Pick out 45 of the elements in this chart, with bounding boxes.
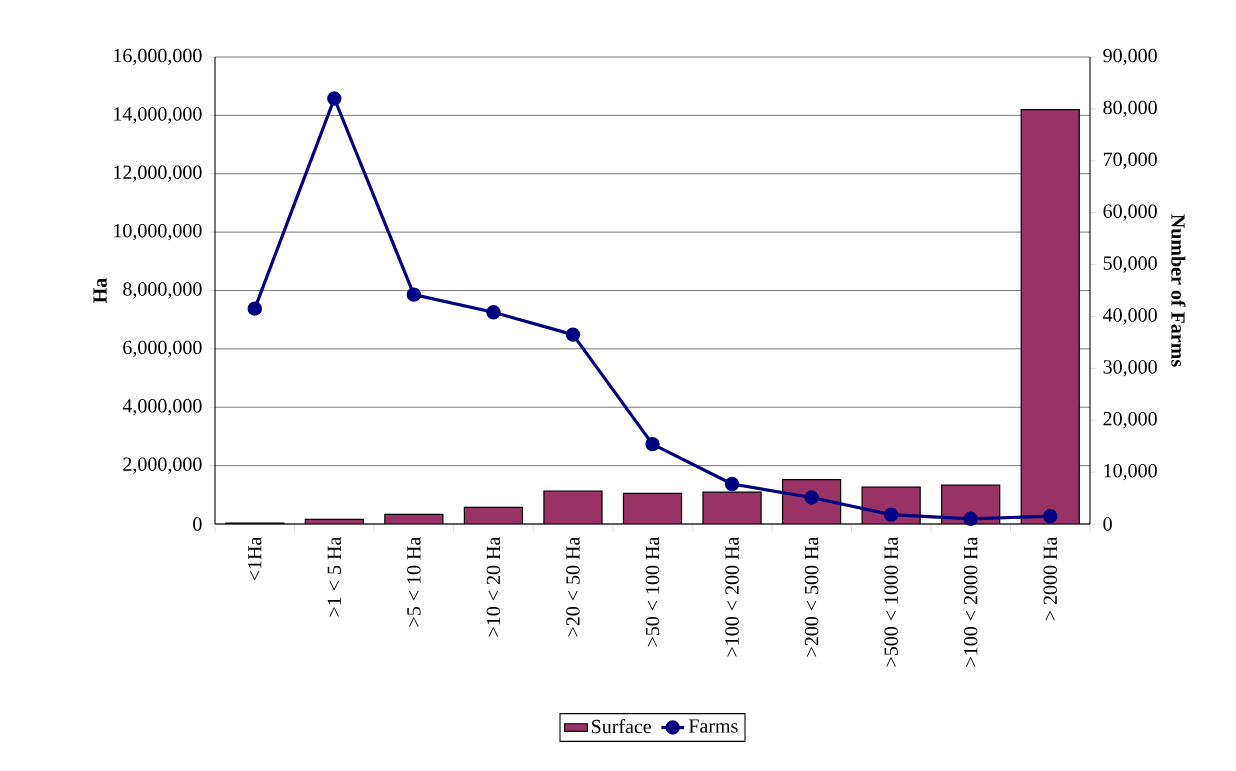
point — [645, 436, 660, 452]
point — [486, 305, 501, 320]
point — [1043, 509, 1058, 524]
y2-tick-label: 90,000 — [1103, 48, 1157, 66]
y-tick-label: 4,000,000 — [122, 399, 202, 416]
x-tick-label: >100 < 2000 Ha — [963, 536, 978, 667]
x-tick-label: > 2000 Ha — [1043, 536, 1057, 621]
x-tick-label: >200 < 500 Ha — [804, 536, 819, 657]
x-tick-label: >10 < 20 Ha — [486, 536, 501, 637]
point — [247, 301, 262, 316]
y2-tick-label: 20,000 — [1103, 412, 1157, 429]
point — [724, 476, 740, 492]
y2-tick-label: 30,000 — [1103, 360, 1157, 377]
y-tick-label: 10,000,000 — [114, 223, 202, 241]
legend-label: Surface — [591, 718, 652, 734]
x-tick-label: >500 < 1000 Ha — [884, 536, 898, 667]
y2-tick-label: 50,000 — [1103, 256, 1157, 273]
x-tick-label: >20 < 50 Ha — [566, 536, 580, 637]
y-tick-label: 2,000,000 — [123, 457, 202, 474]
x-tick-label: >5 < 10 Ha — [407, 536, 421, 627]
x-tick-label: <1Ha — [248, 536, 262, 581]
y-axis-title: Ha — [93, 278, 107, 303]
x-tick-label: >100 < 200 Ha — [725, 536, 739, 657]
x-tick-label: >1 < 5 Ha — [327, 536, 342, 617]
y-tick-label: 6,000,000 — [123, 340, 202, 358]
y-tick-label: 12,000,000 — [114, 165, 202, 182]
point — [565, 327, 581, 342]
y-tick-label: 14,000,000 — [114, 107, 202, 124]
y2-tick-label: 10,000 — [1104, 463, 1157, 481]
y-tick-label: 16,000,000 — [114, 48, 202, 66]
point — [804, 490, 819, 505]
y2-axis-title: Number of Farms — [1171, 214, 1186, 367]
y2-tick-label: 70,000 — [1103, 152, 1157, 169]
y-tick-label: 0 — [193, 517, 202, 531]
y-tick-label: 8,000,000 — [123, 282, 202, 299]
x-tick-label: >50 < 100 Ha — [645, 536, 660, 647]
y2-tick-label: 60,000 — [1103, 204, 1157, 221]
legend-label: Farms — [688, 719, 738, 733]
y2-tick-label: 0 — [1103, 517, 1112, 531]
point — [406, 287, 422, 302]
point — [963, 511, 978, 526]
y2-tick-label: 80,000 — [1103, 100, 1157, 118]
point — [883, 507, 899, 522]
point — [327, 91, 342, 106]
y2-tick-label: 40,000 — [1103, 308, 1157, 325]
